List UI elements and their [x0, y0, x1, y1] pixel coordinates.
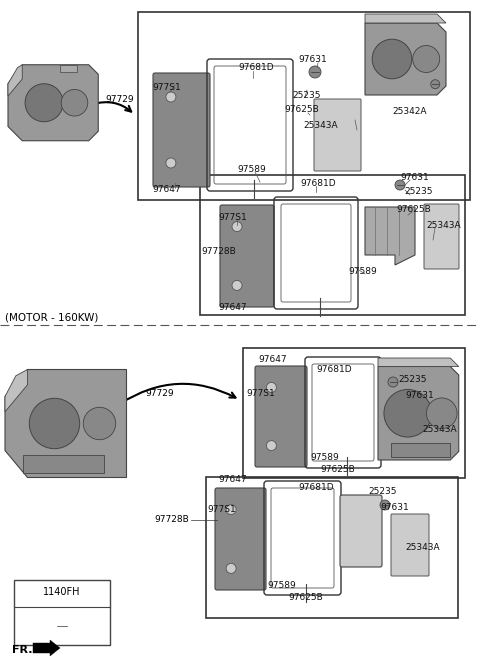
Text: 25343A: 25343A — [426, 221, 461, 229]
Circle shape — [25, 83, 63, 122]
Text: 97647: 97647 — [218, 476, 247, 484]
Circle shape — [388, 377, 398, 387]
Circle shape — [84, 407, 116, 440]
FancyBboxPatch shape — [220, 205, 274, 307]
Bar — [200, 175, 465, 315]
Text: 97729: 97729 — [145, 389, 174, 398]
Circle shape — [226, 505, 236, 514]
Circle shape — [431, 79, 440, 89]
Circle shape — [266, 382, 276, 392]
Text: 97728B: 97728B — [154, 516, 189, 524]
Text: 977S1: 977S1 — [218, 214, 247, 223]
Text: 97647: 97647 — [218, 304, 247, 313]
Text: 97589: 97589 — [348, 267, 377, 277]
Text: 97681D: 97681D — [316, 365, 352, 374]
Text: 25343A: 25343A — [422, 426, 456, 434]
Polygon shape — [33, 640, 60, 656]
Polygon shape — [365, 207, 415, 265]
Text: 25235: 25235 — [368, 487, 396, 497]
Text: FR.: FR. — [12, 645, 33, 655]
Text: 1140FH: 1140FH — [43, 587, 81, 597]
Bar — [60, 65, 77, 72]
Polygon shape — [5, 369, 127, 478]
Polygon shape — [378, 358, 459, 367]
Circle shape — [166, 92, 176, 102]
Text: 25235: 25235 — [398, 376, 427, 384]
Text: 97589: 97589 — [267, 581, 296, 589]
FancyBboxPatch shape — [391, 514, 429, 576]
Circle shape — [384, 390, 432, 437]
Circle shape — [29, 398, 80, 449]
Circle shape — [380, 500, 390, 510]
Circle shape — [226, 564, 236, 574]
FancyBboxPatch shape — [424, 204, 459, 269]
Polygon shape — [378, 367, 459, 460]
Text: 97647: 97647 — [258, 355, 287, 365]
Circle shape — [55, 619, 69, 633]
Circle shape — [266, 441, 276, 451]
Text: (MOTOR - 160KW): (MOTOR - 160KW) — [5, 312, 98, 322]
Circle shape — [166, 158, 176, 168]
Circle shape — [232, 281, 242, 290]
Text: 97625B: 97625B — [320, 466, 355, 474]
Bar — [14, 580, 110, 645]
Circle shape — [232, 221, 242, 232]
Polygon shape — [365, 14, 446, 23]
Text: 97631: 97631 — [400, 173, 429, 181]
FancyBboxPatch shape — [399, 387, 441, 446]
Text: 97625B: 97625B — [284, 106, 319, 114]
Text: 97681D: 97681D — [298, 482, 334, 491]
Text: 977S1: 977S1 — [152, 83, 181, 93]
Polygon shape — [8, 65, 98, 141]
FancyBboxPatch shape — [255, 366, 307, 467]
Circle shape — [426, 398, 457, 428]
Text: 97589: 97589 — [310, 453, 339, 463]
Text: 97681D: 97681D — [300, 179, 336, 187]
Polygon shape — [365, 23, 446, 95]
Text: 97631: 97631 — [380, 503, 409, 512]
Text: 25235: 25235 — [404, 187, 432, 196]
Circle shape — [309, 66, 321, 78]
Circle shape — [372, 39, 412, 79]
Text: 97647: 97647 — [152, 185, 180, 194]
Text: 25235: 25235 — [292, 91, 321, 99]
Bar — [206, 477, 458, 618]
Text: 97631: 97631 — [405, 390, 434, 399]
Text: 97681D: 97681D — [238, 64, 274, 72]
Bar — [243, 348, 465, 478]
Bar — [138, 12, 470, 200]
Text: 97631: 97631 — [298, 55, 327, 64]
FancyBboxPatch shape — [215, 488, 266, 590]
FancyBboxPatch shape — [153, 73, 210, 187]
FancyBboxPatch shape — [314, 99, 361, 171]
Circle shape — [61, 89, 88, 116]
Polygon shape — [8, 65, 22, 96]
Bar — [23, 455, 104, 473]
Text: 97625B: 97625B — [288, 593, 323, 602]
Text: 977S1: 977S1 — [246, 390, 275, 399]
Polygon shape — [5, 369, 27, 412]
Text: 977S1: 977S1 — [207, 505, 236, 514]
Text: 97729: 97729 — [105, 95, 133, 104]
Text: 25343A: 25343A — [303, 122, 337, 131]
FancyBboxPatch shape — [340, 495, 382, 567]
Text: 25343A: 25343A — [405, 543, 440, 553]
Text: 97625B: 97625B — [396, 206, 431, 214]
Bar — [391, 443, 450, 457]
Text: 25342A: 25342A — [392, 108, 427, 116]
Text: 97589: 97589 — [237, 166, 266, 175]
Circle shape — [395, 180, 405, 190]
Circle shape — [413, 45, 440, 72]
Text: 97728B: 97728B — [201, 248, 236, 256]
